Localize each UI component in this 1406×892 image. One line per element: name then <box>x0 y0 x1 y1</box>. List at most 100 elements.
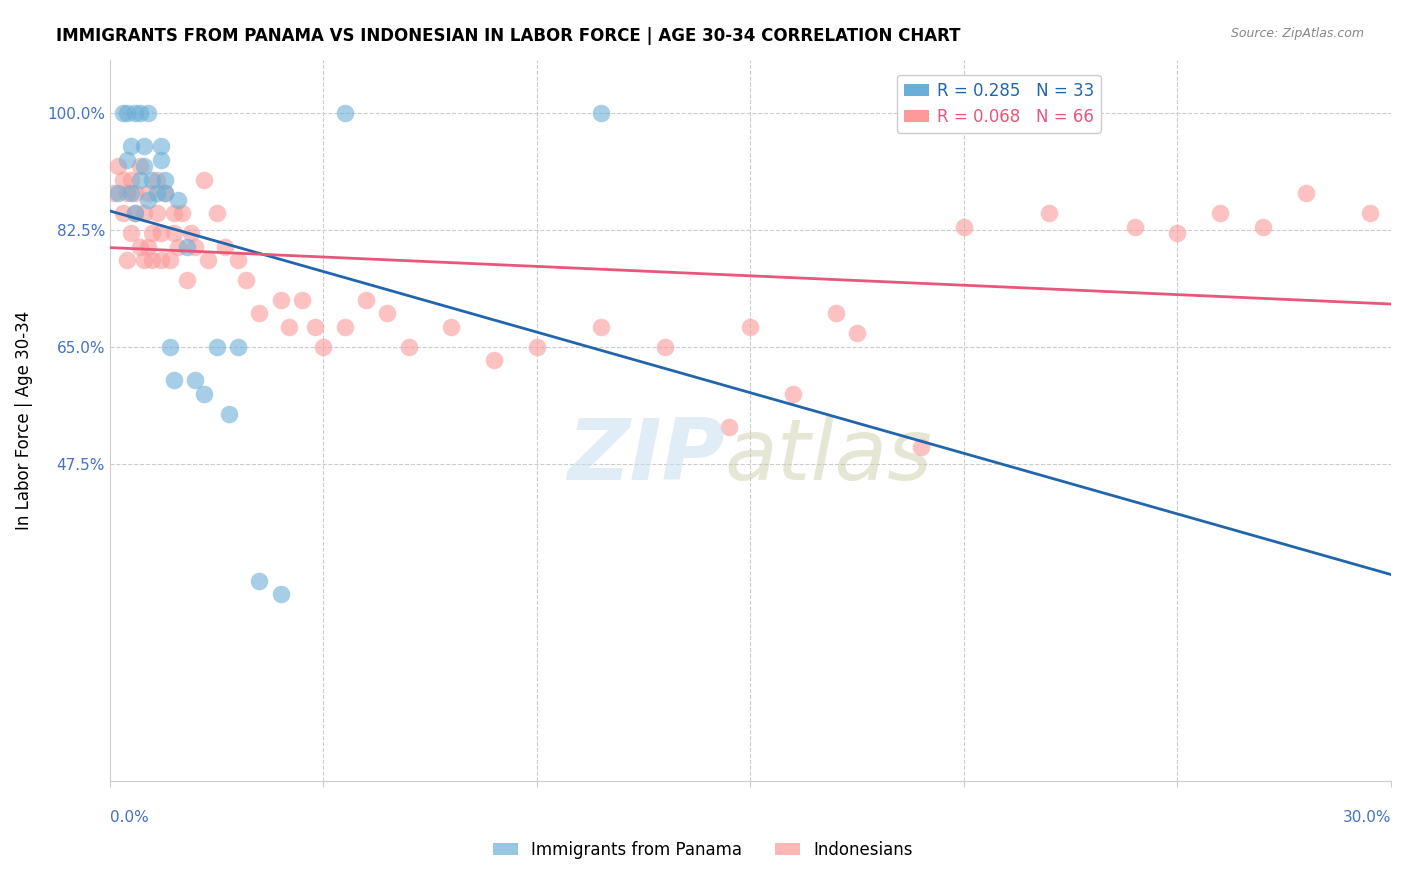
Point <box>1166 227 1188 241</box>
Point <box>482 353 505 368</box>
Legend: Immigrants from Panama, Indonesians: Immigrants from Panama, Indonesians <box>486 835 920 866</box>
Point <box>111 173 134 187</box>
Point <box>589 106 612 120</box>
Point <box>654 340 676 354</box>
Point <box>155 186 177 201</box>
Point <box>145 173 167 187</box>
Point <box>172 206 194 220</box>
Point <box>226 340 249 354</box>
Text: ZIP: ZIP <box>567 415 724 498</box>
Point <box>128 173 150 187</box>
Point <box>115 106 138 120</box>
Point <box>333 106 356 120</box>
Point <box>120 139 142 153</box>
Point <box>159 340 181 354</box>
Point <box>176 239 198 253</box>
Point <box>145 206 167 220</box>
Point <box>354 293 377 307</box>
Point <box>193 173 215 187</box>
Point <box>270 293 292 307</box>
Point <box>193 386 215 401</box>
Point <box>132 139 155 153</box>
Point <box>103 186 125 201</box>
Point <box>155 173 177 187</box>
Point <box>136 193 159 207</box>
Point <box>136 186 159 201</box>
Point <box>218 407 240 421</box>
Point <box>120 227 142 241</box>
Point <box>440 319 463 334</box>
Point <box>107 160 129 174</box>
Point <box>167 239 190 253</box>
Point <box>1295 186 1317 201</box>
Point <box>124 206 146 220</box>
Point <box>953 219 976 234</box>
Point <box>150 252 173 267</box>
Point <box>111 206 134 220</box>
Point <box>205 206 228 220</box>
Point <box>115 186 138 201</box>
Point <box>141 227 163 241</box>
Point <box>120 186 142 201</box>
Point <box>124 106 146 120</box>
Point <box>150 139 173 153</box>
Point <box>824 306 846 320</box>
Point <box>270 587 292 601</box>
Point <box>1209 206 1232 220</box>
Point <box>132 252 155 267</box>
Point <box>846 326 869 341</box>
Point <box>398 340 420 354</box>
Point <box>111 106 134 120</box>
Point <box>304 319 326 334</box>
Point <box>132 160 155 174</box>
Point <box>159 252 181 267</box>
Point <box>1038 206 1060 220</box>
Y-axis label: In Labor Force | Age 30-34: In Labor Force | Age 30-34 <box>15 310 32 530</box>
Point <box>115 252 138 267</box>
Text: Source: ZipAtlas.com: Source: ZipAtlas.com <box>1230 27 1364 40</box>
Point <box>247 306 270 320</box>
Point <box>136 106 159 120</box>
Point <box>740 319 762 334</box>
Point <box>782 386 804 401</box>
Point <box>312 340 335 354</box>
Point <box>128 160 150 174</box>
Point <box>150 227 173 241</box>
Point <box>333 319 356 334</box>
Point <box>136 239 159 253</box>
Text: 0.0%: 0.0% <box>110 810 149 825</box>
Point <box>214 239 236 253</box>
Point <box>226 252 249 267</box>
Point <box>132 206 155 220</box>
Point <box>167 193 190 207</box>
Point <box>247 574 270 588</box>
Point <box>128 106 150 120</box>
Point <box>205 340 228 354</box>
Point <box>377 306 399 320</box>
Point <box>718 420 741 434</box>
Point <box>180 227 202 241</box>
Point <box>235 273 257 287</box>
Point <box>141 173 163 187</box>
Point <box>1358 206 1381 220</box>
Point <box>184 373 207 387</box>
Point <box>197 252 219 267</box>
Legend: R = 0.285   N = 33, R = 0.068   N = 66: R = 0.285 N = 33, R = 0.068 N = 66 <box>897 75 1101 133</box>
Point <box>115 153 138 167</box>
Point <box>184 239 207 253</box>
Point <box>163 206 186 220</box>
Point <box>589 319 612 334</box>
Text: 30.0%: 30.0% <box>1343 810 1391 825</box>
Point <box>1123 219 1146 234</box>
Point <box>145 186 167 201</box>
Point <box>124 186 146 201</box>
Point <box>176 273 198 287</box>
Point <box>278 319 301 334</box>
Point <box>120 173 142 187</box>
Point <box>1251 219 1274 234</box>
Point <box>910 440 932 454</box>
Point <box>163 373 186 387</box>
Point <box>107 186 129 201</box>
Point <box>526 340 548 354</box>
Point <box>150 153 173 167</box>
